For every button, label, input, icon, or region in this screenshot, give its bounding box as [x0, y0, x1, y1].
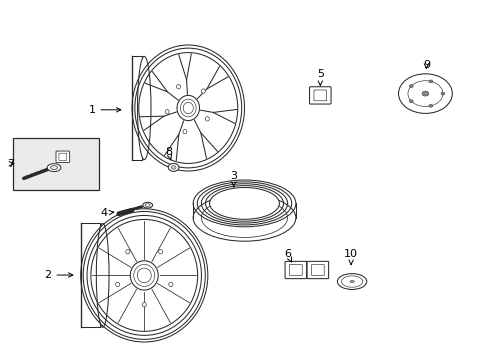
Ellipse shape — [209, 188, 279, 219]
Ellipse shape — [132, 45, 244, 171]
Ellipse shape — [176, 85, 180, 89]
Ellipse shape — [171, 166, 176, 169]
Ellipse shape — [51, 166, 58, 170]
Ellipse shape — [428, 104, 432, 107]
Ellipse shape — [168, 163, 179, 171]
Ellipse shape — [142, 302, 146, 307]
Ellipse shape — [205, 117, 209, 121]
Ellipse shape — [115, 282, 120, 287]
Ellipse shape — [428, 80, 432, 83]
Ellipse shape — [130, 261, 158, 290]
Ellipse shape — [158, 249, 163, 254]
Ellipse shape — [96, 224, 109, 327]
Ellipse shape — [81, 209, 207, 342]
Ellipse shape — [201, 89, 205, 93]
Text: 3: 3 — [230, 171, 237, 187]
Ellipse shape — [421, 91, 428, 96]
Ellipse shape — [142, 202, 152, 208]
FancyBboxPatch shape — [56, 151, 70, 163]
Ellipse shape — [137, 57, 151, 160]
Text: 10: 10 — [344, 249, 357, 265]
Bar — [14, 138, 99, 190]
Text: 6: 6 — [284, 249, 291, 262]
FancyBboxPatch shape — [309, 87, 330, 104]
Ellipse shape — [349, 280, 353, 283]
Text: 2: 2 — [44, 270, 73, 280]
Text: 4: 4 — [101, 208, 113, 218]
Ellipse shape — [165, 109, 169, 114]
Ellipse shape — [337, 274, 366, 289]
Ellipse shape — [47, 164, 61, 172]
Ellipse shape — [125, 249, 130, 254]
Text: 8: 8 — [165, 147, 172, 160]
Text: 9: 9 — [422, 60, 429, 70]
Ellipse shape — [168, 282, 173, 287]
Text: 7: 7 — [7, 159, 14, 169]
Ellipse shape — [408, 85, 412, 87]
Ellipse shape — [440, 92, 444, 95]
Text: 1: 1 — [88, 105, 121, 115]
FancyBboxPatch shape — [306, 261, 328, 279]
Text: 5: 5 — [316, 69, 323, 85]
FancyBboxPatch shape — [285, 261, 306, 279]
Ellipse shape — [183, 130, 186, 134]
Ellipse shape — [408, 100, 412, 103]
Ellipse shape — [177, 95, 199, 121]
Ellipse shape — [398, 74, 451, 113]
